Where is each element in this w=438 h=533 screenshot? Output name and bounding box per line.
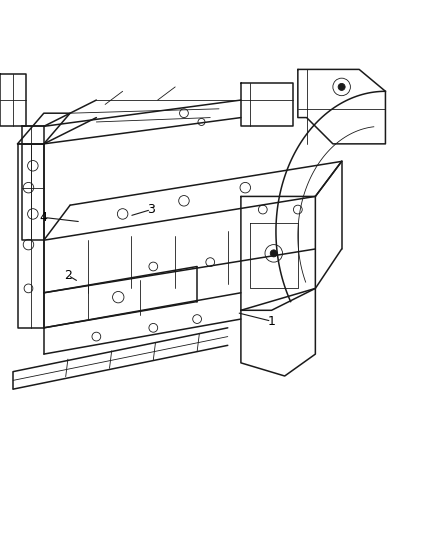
Circle shape bbox=[338, 84, 345, 91]
Text: 3: 3 bbox=[147, 203, 155, 216]
Text: 2: 2 bbox=[64, 269, 72, 282]
Text: 4: 4 bbox=[40, 211, 48, 224]
Circle shape bbox=[270, 250, 277, 257]
Text: 1: 1 bbox=[268, 315, 276, 328]
